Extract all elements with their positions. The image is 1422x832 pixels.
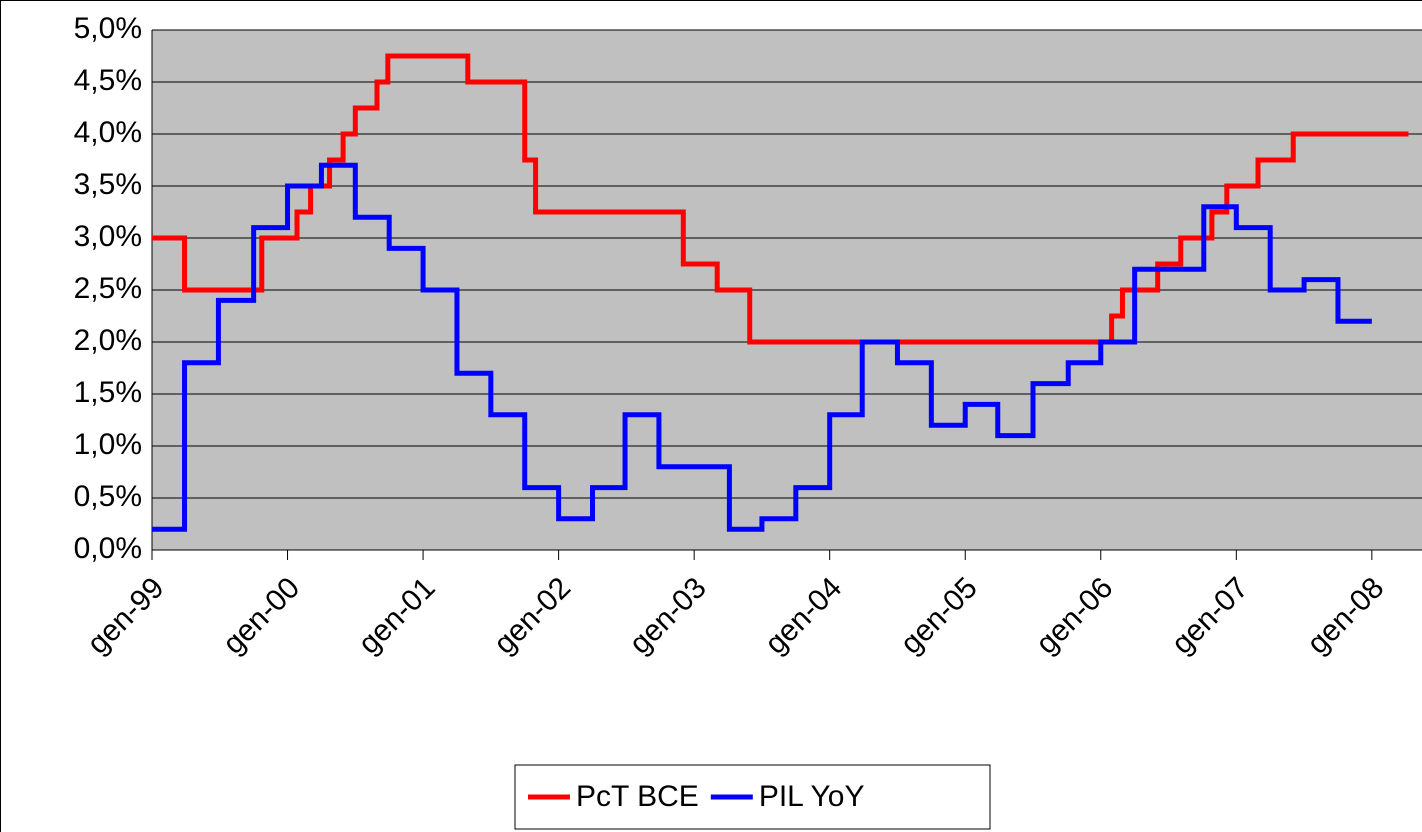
x-tick-label: gen-08: [1301, 571, 1390, 660]
y-tick-label: 1,0%: [74, 428, 142, 461]
y-tick-label: 4,0%: [74, 116, 142, 149]
x-tick-label: gen-04: [759, 571, 848, 660]
series-line: [152, 53, 1409, 345]
y-tick-label: 3,0%: [74, 220, 142, 253]
x-tick-label: gen-00: [217, 571, 306, 660]
x-tick-label: gen-05: [894, 571, 983, 660]
legend-label: PIL YoY: [759, 780, 865, 813]
x-tick-label: gen-03: [623, 571, 712, 660]
y-tick-label: 1,5%: [74, 376, 142, 409]
x-tick-label: gen-06: [1030, 571, 1119, 660]
y-tick-label: 0,5%: [74, 480, 142, 513]
series-line: [152, 162, 1372, 532]
y-tick-label: 2,5%: [74, 272, 142, 305]
y-tick-label: 4,5%: [74, 64, 142, 97]
x-tick-label: gen-99: [81, 571, 170, 660]
x-tick-label: gen-07: [1165, 571, 1254, 660]
legend-label: PcT BCE: [576, 780, 699, 813]
y-tick-label: 5,0%: [74, 12, 142, 45]
y-tick-label: 3,5%: [74, 168, 142, 201]
y-tick-label: 0,0%: [74, 532, 142, 565]
x-tick-label: gen-02: [488, 571, 577, 660]
x-tick-label: gen-01: [352, 571, 441, 660]
y-tick-label: 2,0%: [74, 324, 142, 357]
